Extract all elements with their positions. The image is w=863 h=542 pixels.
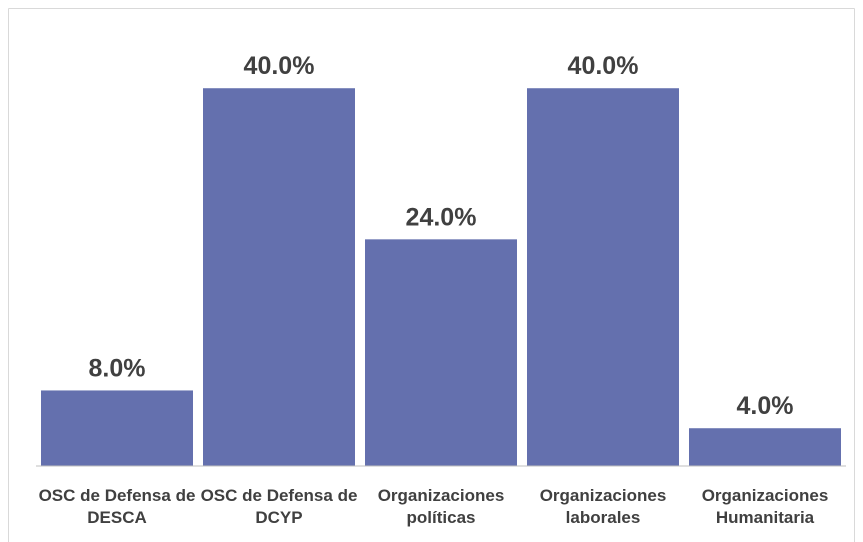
x-tick-label: Organizaciones Humanitaria: [701, 486, 829, 527]
bar: [203, 88, 355, 466]
bar: [527, 88, 679, 466]
value-label: 8.0%: [89, 354, 146, 382]
x-tick-label: Organizaciones políticas: [377, 486, 505, 527]
x-tick-label: Organizaciones laborales: [539, 486, 667, 527]
bar: [41, 390, 193, 466]
value-label: 40.0%: [244, 52, 315, 80]
value-label: 4.0%: [737, 392, 794, 420]
bar: [689, 428, 841, 466]
bar: [365, 239, 517, 466]
value-label: 24.0%: [406, 203, 477, 231]
x-tick-label: OSC de Defensa de DESCA: [38, 486, 196, 527]
x-tick-label: OSC de Defensa de DCYP: [200, 486, 358, 527]
value-label: 40.0%: [568, 52, 639, 80]
